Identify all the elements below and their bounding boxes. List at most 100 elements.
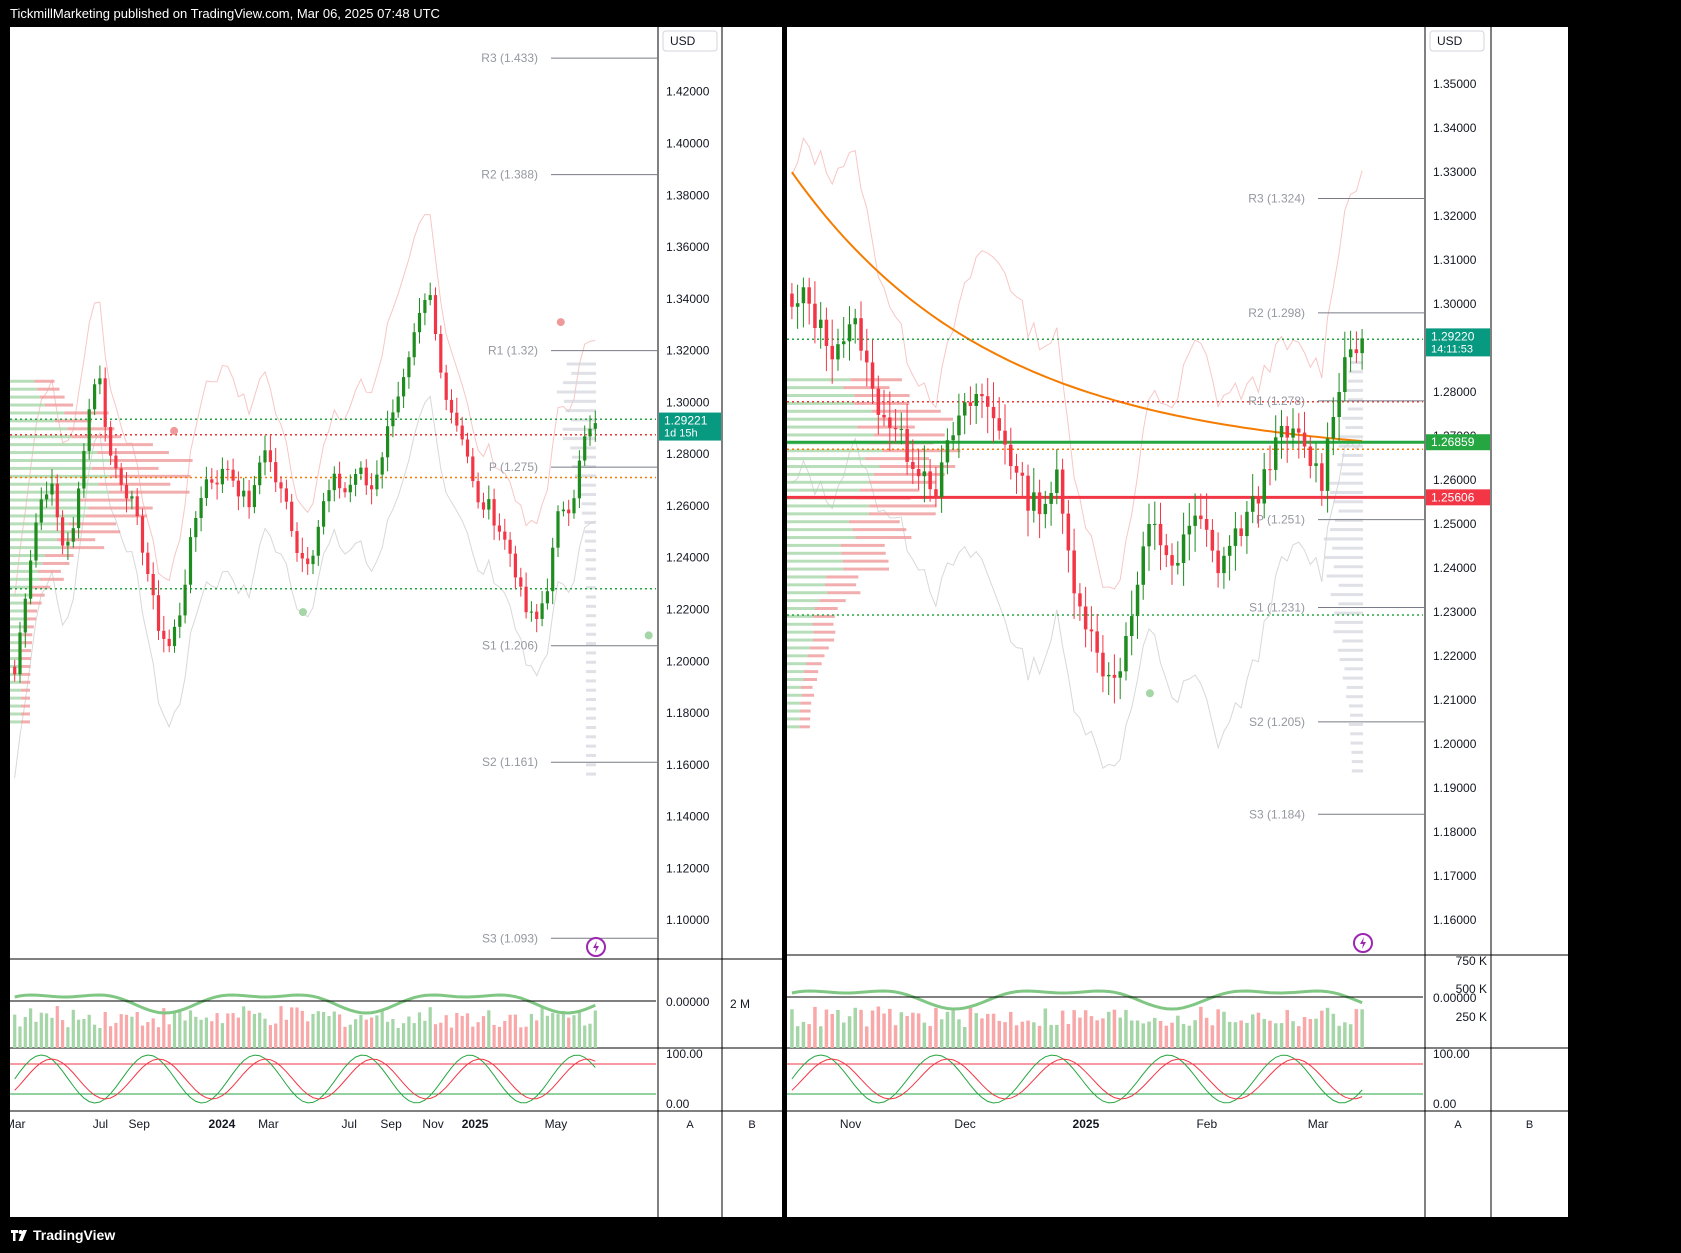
volume-bar: [968, 1006, 973, 1048]
candle-body: [162, 630, 166, 639]
candle-body: [963, 402, 967, 416]
pivot-label: S3 (1.093): [482, 931, 538, 945]
volume-bar: [1170, 1022, 1174, 1048]
volume-profile-sell-bar: [869, 504, 937, 508]
session-profile-bar: [586, 735, 596, 739]
candle-body: [1078, 593, 1082, 607]
volume-bar: [162, 1008, 166, 1048]
price-tick-label: 1.21000: [1433, 693, 1477, 707]
session-profile-bar: [585, 576, 596, 580]
session-profile-bar: [586, 688, 596, 692]
volume-profile-buy-bar: [10, 379, 35, 383]
session-profile-bar: [585, 567, 596, 571]
volume-profile-sell-bar: [68, 522, 117, 526]
candle-body: [1285, 426, 1289, 438]
volume-bar: [513, 1014, 517, 1048]
lightning-icon: [1353, 933, 1373, 953]
price-tick-label: 1.31000: [1433, 253, 1477, 267]
candle-body: [561, 509, 565, 512]
volume-profile-sell-bar: [842, 559, 889, 563]
volume-profile-buy-bar: [787, 622, 813, 626]
currency-badge: [662, 30, 718, 52]
candle-body: [888, 417, 892, 428]
session-profile-bar: [1342, 416, 1363, 420]
volume-profile-buy-bar: [787, 670, 805, 674]
candle-body: [433, 295, 438, 334]
volume-bar: [1032, 1022, 1036, 1048]
price-tick-label: 1.16000: [1433, 913, 1477, 927]
volume-bar: [807, 1024, 811, 1048]
volume-bar: [295, 1007, 299, 1048]
candle-body: [188, 537, 193, 585]
session-profile-bar: [586, 679, 596, 683]
volume-bar: [476, 1022, 480, 1048]
scale-mode-button-b[interactable]: B: [1526, 1119, 1533, 1131]
price-tick-label: 1.20000: [1433, 737, 1477, 751]
time-tick-label: Jul: [342, 1117, 357, 1131]
volume-bar: [986, 1013, 990, 1048]
volume-profile-buy-bar: [787, 472, 874, 476]
session-profile-bar: [1335, 518, 1363, 522]
last-price-badge: [1426, 328, 1490, 357]
scale-mode-button-a[interactable]: A: [1454, 1119, 1462, 1131]
candle-body: [991, 406, 996, 419]
volume-bar: [322, 1012, 326, 1048]
session-profile-bar: [1345, 426, 1363, 430]
volume-bar: [1354, 1009, 1359, 1048]
session-profile-bar: [1345, 388, 1363, 392]
volume-bar: [172, 1010, 177, 1048]
volume-bar: [66, 1027, 70, 1048]
candle-body: [1130, 616, 1134, 636]
price-tick-label: 1.38000: [666, 188, 710, 202]
session-profile-bar: [1344, 667, 1363, 671]
volume-profile-sell-bar: [799, 725, 810, 729]
scale-mode-button-b[interactable]: B: [748, 1119, 755, 1131]
scale-mode-button-a[interactable]: A: [686, 1119, 694, 1131]
candle-body: [847, 324, 852, 342]
volume-bar: [1297, 1026, 1301, 1048]
candle-body: [951, 435, 955, 441]
volume-bar: [1227, 1021, 1232, 1048]
volume-bar: [444, 1015, 448, 1048]
left-chart[interactable]: USD 1.42000 1.40000 1.38000 1.36000 1.34000 1.…: [10, 27, 782, 1217]
candle-body: [444, 372, 448, 400]
volume-bar: [1003, 1022, 1007, 1048]
volume-bar: [535, 1020, 539, 1048]
pivot-label: S3 (1.184): [1249, 807, 1305, 821]
time-tick-label: Dec: [954, 1117, 975, 1131]
volume-bar: [1181, 1023, 1186, 1048]
volume-bar: [471, 1026, 475, 1048]
candle-body: [199, 498, 203, 518]
candle-body: [306, 558, 310, 565]
lightning-bolt: [1360, 937, 1366, 949]
volume-profile-buy-bar: [10, 641, 23, 645]
volume-bar: [1158, 1021, 1163, 1048]
candle-body: [1135, 584, 1140, 617]
price-tick-label: 1.10000: [666, 913, 710, 927]
volume-profile-sell-bar: [21, 712, 30, 716]
volume-profile-buy-bar: [10, 696, 21, 700]
volume-profile-sell-bar: [855, 536, 912, 540]
candle-body: [279, 482, 283, 489]
level-price-badge: [1426, 489, 1490, 506]
volume-bar: [460, 1015, 464, 1048]
volume-bar: [1199, 1006, 1203, 1048]
session-profile-bar: [581, 502, 596, 506]
candle-body: [583, 436, 587, 461]
candle-body: [258, 462, 262, 486]
volume-bar: [911, 1012, 915, 1048]
candle-body: [34, 522, 38, 561]
session-profile-bar: [1330, 528, 1363, 532]
session-profile-bar: [586, 632, 596, 636]
volume-bar: [1060, 1010, 1065, 1048]
candle-body: [332, 473, 336, 491]
price-tick-label: 1.19000: [1433, 781, 1477, 795]
volume-profile-sell-bar: [800, 709, 811, 713]
volume-bar: [279, 1006, 283, 1048]
session-profile-bar: [586, 707, 596, 711]
volume-bar: [290, 1007, 294, 1048]
volume-profile-sell-bar: [814, 607, 838, 610]
volume-bar: [87, 1014, 91, 1048]
price-tick-label: 1.34000: [1433, 121, 1477, 135]
right-chart[interactable]: USD 1.35000 1.34000 1.33000 1.32000 1.31000 1.…: [787, 27, 1568, 1217]
